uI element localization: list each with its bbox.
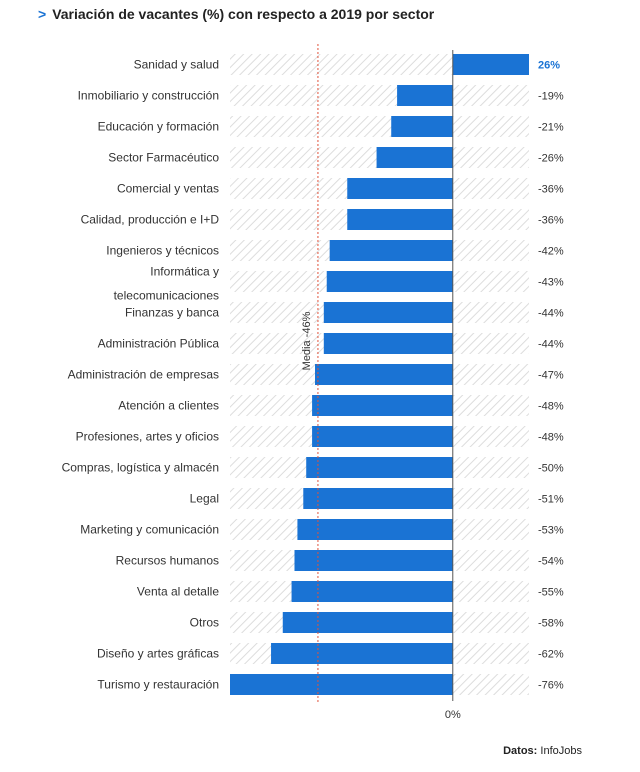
category-label: Venta al detalle: [137, 585, 219, 599]
bar: [315, 364, 453, 385]
zero-tick-label: 0%: [445, 709, 461, 721]
value-label: -48%: [538, 401, 564, 413]
bar: [312, 426, 453, 447]
bar: [347, 209, 453, 230]
bar: [303, 488, 453, 509]
value-label: -62%: [538, 649, 564, 661]
bar: [347, 178, 453, 199]
category-label: Legal: [190, 492, 219, 506]
bar: [376, 147, 453, 168]
source-label: Datos:: [503, 745, 538, 757]
bar: [391, 116, 453, 137]
chevron-icon: >: [38, 6, 47, 22]
category-label: Administración de empresas: [68, 368, 219, 382]
chart-title-text: Variación de vacantes (%) con respecto a…: [52, 6, 435, 22]
category-label: Informática y telecomunicaciones: [114, 265, 219, 303]
bar: [312, 395, 453, 416]
category-label: Atención a clientes: [118, 399, 219, 413]
value-label: 26%: [538, 60, 560, 72]
category-label: Comercial y ventas: [117, 182, 219, 196]
bar: [329, 240, 453, 261]
category-label: Profesiones, artes y oficios: [76, 430, 219, 444]
category-label: Finanzas y banca: [125, 306, 219, 320]
chart-title: > Variación de vacantes (%) con respecto …: [38, 6, 434, 22]
value-label: -76%: [538, 680, 564, 692]
category-label: Inmobiliario y construcción: [78, 89, 219, 103]
bar: [326, 271, 453, 292]
value-label: -36%: [538, 215, 564, 227]
value-label: -21%: [538, 122, 564, 134]
category-label: Sector Farmacéutico: [108, 151, 219, 165]
category-label: Administración Pública: [98, 337, 220, 351]
bar: [452, 54, 529, 75]
value-label: -36%: [538, 184, 564, 196]
bar-background: [230, 85, 529, 106]
category-label: Compras, logística y almacén: [62, 461, 219, 475]
value-label: -54%: [538, 556, 564, 568]
value-label: -48%: [538, 432, 564, 444]
category-label: Otros: [190, 616, 219, 630]
value-label: -50%: [538, 463, 564, 475]
category-label: Educación y formación: [98, 120, 219, 134]
source-credit: Datos: InfoJobs: [503, 745, 582, 757]
value-label: -47%: [538, 370, 564, 382]
value-label: -58%: [538, 618, 564, 630]
value-label: -51%: [538, 494, 564, 506]
bar: [323, 333, 453, 354]
value-label: -43%: [538, 277, 564, 289]
bar: [297, 519, 453, 540]
bar: [306, 457, 453, 478]
bar: [294, 550, 453, 571]
bar-background: [230, 116, 529, 137]
value-label: -53%: [538, 525, 564, 537]
bar: [282, 612, 453, 633]
category-label: Calidad, producción e I+D: [81, 213, 220, 227]
mean-line-label: Media -46%: [301, 311, 313, 370]
category-label: Ingenieros y técnicos: [106, 244, 219, 258]
category-label: Diseño y artes gráficas: [97, 647, 219, 661]
bar: [397, 85, 453, 106]
bar: [271, 643, 453, 664]
category-label: Sanidad y salud: [134, 58, 219, 72]
category-label: Turismo y restauración: [97, 678, 219, 692]
category-label-line: Informática y: [150, 265, 219, 279]
value-label: -55%: [538, 587, 564, 599]
value-label: -26%: [538, 153, 564, 165]
value-label: -44%: [538, 308, 564, 320]
bar: [323, 302, 453, 323]
category-label: Recursos humanos: [116, 554, 219, 568]
value-label: -42%: [538, 246, 564, 258]
bar: [230, 674, 453, 695]
source-value: InfoJobs: [540, 745, 582, 757]
category-label-line: telecomunicaciones: [114, 289, 219, 303]
value-label: -19%: [538, 91, 564, 103]
category-label: Marketing y comunicación: [80, 523, 219, 537]
value-label: -44%: [538, 339, 564, 351]
bar: [291, 581, 453, 602]
